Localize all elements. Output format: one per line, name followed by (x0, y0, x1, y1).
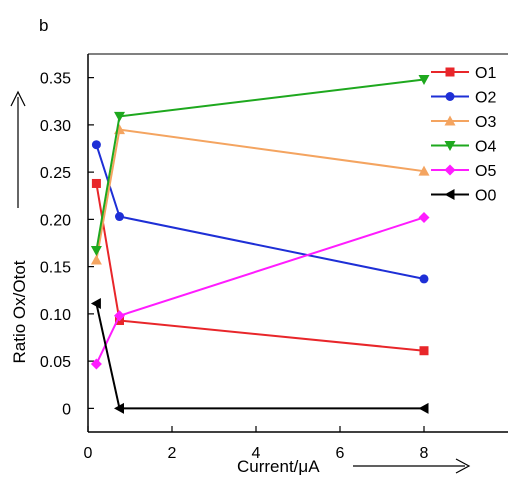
series-line-o0 (95, 303, 424, 410)
legend-marker-o3 (444, 115, 456, 126)
x-tick-label: 0 (84, 445, 93, 462)
plot-frame (87, 53, 508, 433)
series-o3 (90, 124, 430, 265)
data-point-o3 (114, 124, 125, 135)
legend: O1 O2 O3 O4 O5 O0 (431, 65, 496, 205)
data-point-o4 (90, 246, 102, 257)
data-point-o0 (114, 402, 124, 414)
series-o2 (91, 140, 429, 284)
data-point-o0 (418, 402, 429, 414)
x-tick-label: 8 (420, 445, 429, 462)
y-direction-arrowhead (10, 90, 26, 107)
y-tick-label: 0 (62, 401, 71, 418)
series-o1 (91, 178, 429, 356)
y-ticks: 0 0.05 0.10 0.15 0.20 0.25 0.30 0.35 (40, 71, 94, 418)
y-tick-label: 0.35 (40, 71, 71, 88)
series-line-o3 (95, 128, 425, 261)
data-point-o2 (419, 274, 429, 284)
x-tick-label: 6 (336, 445, 345, 462)
y-tick-label: 0.05 (40, 354, 71, 371)
data-point-o0 (90, 297, 101, 309)
y-tick-label: 0.25 (40, 165, 71, 182)
panel-label: b (39, 16, 48, 35)
legend-marker-o4 (444, 141, 456, 151)
series-o5 (90, 211, 430, 370)
legend-label-o1: O1 (475, 65, 496, 82)
data-point-o3 (90, 254, 102, 265)
series-o0 (90, 297, 429, 414)
data-point-o1 (419, 346, 429, 356)
legend-label-o2: O2 (475, 90, 496, 107)
y-tick-label: 0.20 (40, 212, 71, 229)
data-point-o4 (418, 75, 430, 86)
legend-marker-o0 (444, 189, 455, 200)
series-line-o5 (95, 216, 425, 365)
y-axis-title: Ratio Ox/Otot (10, 260, 29, 363)
legend-marker-o1 (445, 67, 455, 77)
data-point-o5 (90, 358, 102, 370)
series-layer (90, 75, 430, 414)
data-point-o2 (91, 140, 101, 150)
x-tick-label: 4 (252, 445, 261, 462)
y-tick-label: 0.10 (40, 307, 71, 324)
legend-marker-o5 (444, 164, 456, 176)
data-point-o1 (91, 178, 101, 188)
series-o4 (90, 75, 430, 257)
x-axis-title: Current/μA (237, 457, 320, 476)
series-line-o1 (95, 183, 425, 352)
x-axis-title-group: Current/μA (237, 457, 471, 476)
data-point-o4 (114, 111, 125, 122)
data-point-o3 (418, 165, 430, 176)
data-point-o5 (114, 310, 125, 322)
legend-label-o4: O4 (475, 139, 496, 156)
legend-label-o5: O5 (475, 163, 496, 180)
x-direction-arrowhead (455, 458, 471, 474)
data-point-o2 (115, 212, 124, 222)
y-tick-label: 0.15 (40, 260, 71, 277)
y-axis-title-group: Ratio Ox/Otot (10, 90, 29, 363)
legend-marker-o2 (445, 92, 455, 101)
y-tick-label: 0.30 (40, 118, 71, 135)
x-tick-label: 2 (168, 445, 177, 462)
legend-label-o3: O3 (475, 114, 496, 131)
legend-label-o0: O0 (475, 188, 496, 205)
x-ticks: 0 2 4 6 8 (84, 426, 429, 462)
data-point-o5 (418, 211, 430, 223)
